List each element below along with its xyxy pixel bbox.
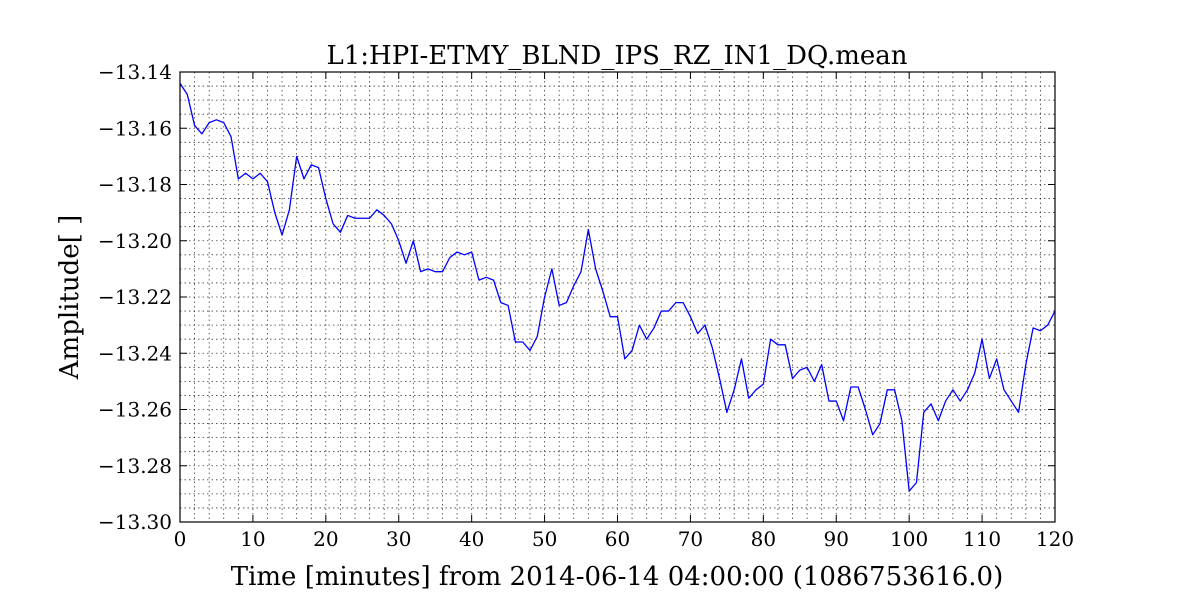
y-tick-label: −13.20 <box>98 229 172 253</box>
x-tick-label: 50 <box>532 527 557 551</box>
y-tick-label: −13.26 <box>98 398 172 422</box>
x-tick-label: 60 <box>605 527 630 551</box>
y-tick-label: −13.24 <box>98 341 172 365</box>
x-axis-label: Time [minutes] from 2014-06-14 04:00:00 … <box>231 562 1004 592</box>
x-tick-label: 110 <box>963 527 1001 551</box>
x-tick-label: 0 <box>174 527 187 551</box>
y-tick-label: −13.18 <box>98 173 172 197</box>
y-axis-label: Amplitude[ ] <box>55 215 85 380</box>
y-tick-label: −13.28 <box>98 454 172 478</box>
y-tick-label: −13.30 <box>98 510 172 534</box>
y-tick-label: −13.14 <box>98 60 172 84</box>
x-tick-label: 30 <box>386 527 411 551</box>
x-tick-label: 100 <box>890 527 928 551</box>
x-tick-label: 80 <box>751 527 776 551</box>
y-tick-label: −13.16 <box>98 116 172 140</box>
x-tick-label: 120 <box>1036 527 1074 551</box>
grid <box>179 71 1056 523</box>
x-tick-label: 20 <box>313 527 338 551</box>
x-tick-label: 10 <box>240 527 265 551</box>
x-tick-label: 40 <box>459 527 484 551</box>
x-tick-label: 90 <box>824 527 849 551</box>
y-tick-labels: −13.30 −13.28 −13.26 −13.24 −13.22 −13.20 −13.… <box>98 60 172 534</box>
y-tick-label: −13.22 <box>98 285 172 309</box>
series-line <box>179 82 1056 492</box>
chart-title: L1:HPI-ETMY_BLND_IPS_RZ_IN1_DQ.mean <box>326 41 907 71</box>
ticks <box>179 71 1056 523</box>
x-tick-label: 70 <box>678 527 703 551</box>
x-tick-labels: 0 10 20 30 40 50 60 70 80 90 100 110 120 <box>174 527 1074 551</box>
series-layer <box>179 82 1056 492</box>
